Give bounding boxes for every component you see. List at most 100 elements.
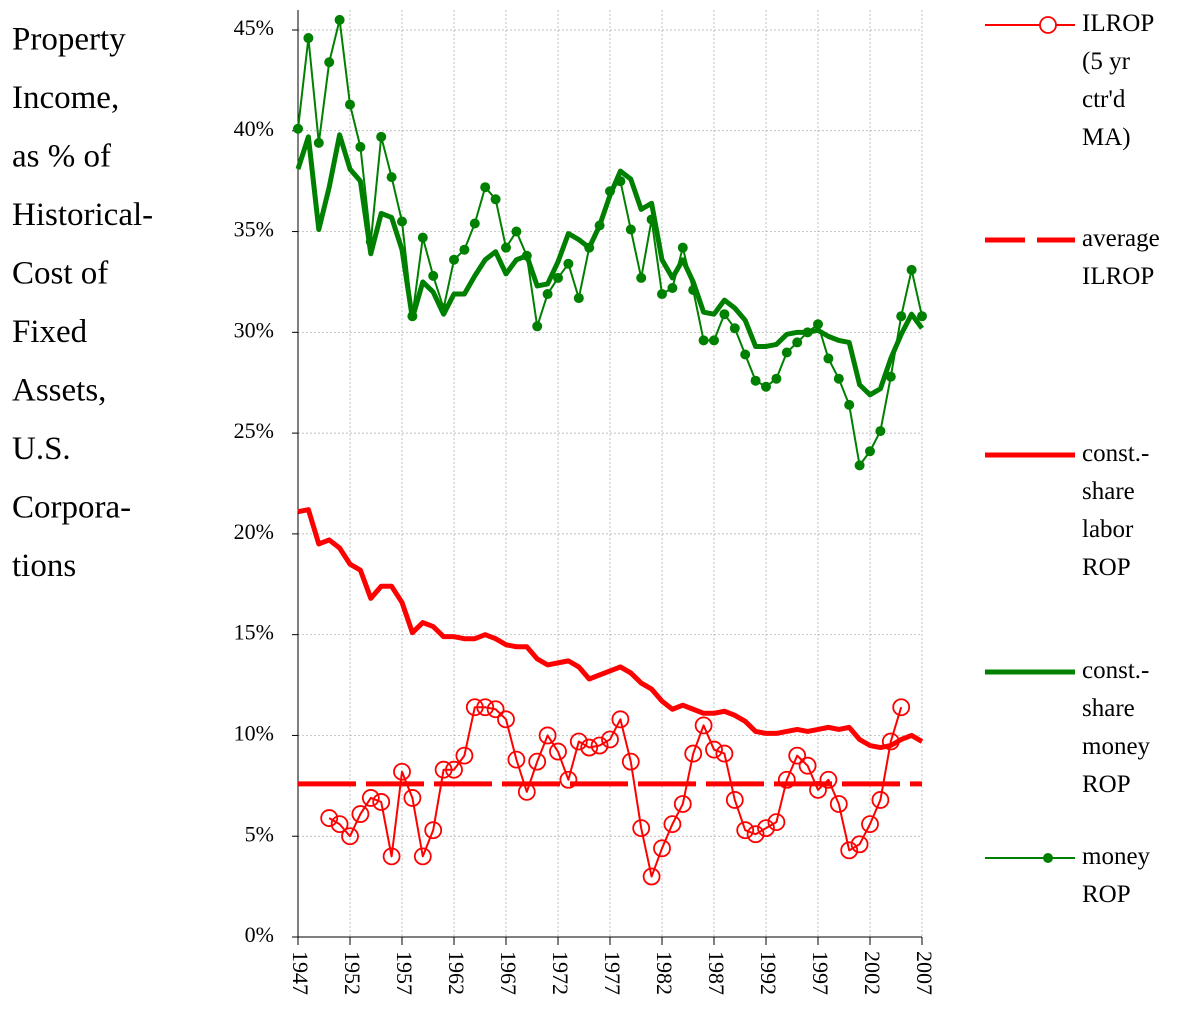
marker bbox=[917, 311, 927, 322]
x-tick-label: 1962 bbox=[444, 951, 469, 995]
marker bbox=[833, 373, 844, 384]
y-axis-label: Historical- bbox=[12, 197, 153, 233]
marker bbox=[715, 744, 734, 763]
marker bbox=[781, 347, 792, 358]
marker bbox=[393, 762, 411, 781]
marker bbox=[611, 710, 630, 729]
marker bbox=[407, 311, 418, 322]
marker bbox=[746, 825, 765, 844]
marker bbox=[865, 446, 875, 457]
x-tick-label: 1977 bbox=[600, 951, 625, 995]
marker bbox=[792, 337, 803, 348]
marker bbox=[636, 272, 647, 283]
marker bbox=[819, 770, 838, 789]
x-tick-label: 1967 bbox=[496, 951, 521, 995]
marker bbox=[559, 770, 578, 789]
marker bbox=[449, 254, 459, 265]
marker bbox=[892, 698, 911, 717]
marker bbox=[549, 742, 567, 761]
marker bbox=[657, 289, 667, 300]
marker bbox=[424, 821, 443, 840]
x-tick-label: 1947 bbox=[288, 951, 313, 995]
marker bbox=[320, 809, 339, 827]
marker bbox=[584, 242, 595, 253]
marker bbox=[334, 14, 345, 25]
x-tick-label: 1957 bbox=[392, 951, 417, 995]
marker bbox=[345, 99, 355, 110]
marker bbox=[771, 373, 782, 384]
legend-label: const.-share money ROP bbox=[1082, 657, 1151, 798]
marker bbox=[403, 789, 422, 807]
marker bbox=[490, 194, 501, 205]
marker bbox=[594, 220, 605, 231]
marker bbox=[906, 264, 917, 275]
marker bbox=[365, 236, 376, 247]
y-tick-label: 45% bbox=[234, 15, 274, 40]
marker bbox=[511, 226, 522, 237]
series-line bbox=[297, 507, 924, 751]
y-tick-label: 35% bbox=[234, 217, 274, 242]
marker bbox=[521, 250, 532, 261]
marker bbox=[372, 793, 391, 811]
marker bbox=[417, 232, 428, 243]
x-tick-label: 2002 bbox=[860, 951, 885, 995]
marker bbox=[376, 131, 387, 142]
marker bbox=[553, 272, 563, 283]
marker bbox=[632, 819, 651, 838]
y-axis-label: as % of bbox=[12, 139, 111, 175]
marker bbox=[896, 311, 907, 322]
legend-marker bbox=[1039, 16, 1057, 34]
x-tick-label: 1987 bbox=[704, 951, 729, 995]
marker bbox=[438, 303, 449, 314]
marker bbox=[729, 323, 740, 334]
marker bbox=[667, 282, 678, 293]
marker bbox=[850, 835, 869, 854]
marker bbox=[361, 789, 380, 807]
legend-label: const.-share labor ROP bbox=[1082, 440, 1149, 581]
marker bbox=[445, 760, 463, 779]
marker bbox=[663, 815, 682, 834]
marker bbox=[293, 123, 303, 134]
y-tick-label: 20% bbox=[234, 519, 274, 544]
y-axis-label: tions bbox=[12, 548, 76, 584]
marker bbox=[605, 186, 615, 197]
marker bbox=[382, 847, 401, 866]
marker bbox=[642, 867, 661, 886]
marker bbox=[809, 780, 827, 799]
y-tick-label: 0% bbox=[245, 922, 274, 947]
y-axis-label: Income, bbox=[12, 80, 119, 116]
marker bbox=[517, 782, 536, 801]
marker bbox=[538, 726, 557, 745]
y-tick-label: 15% bbox=[234, 620, 274, 645]
y-tick-label: 30% bbox=[234, 317, 274, 342]
legend-label: average ILROP bbox=[1082, 225, 1160, 290]
legend-item: money ROP bbox=[985, 843, 1151, 908]
marker bbox=[590, 736, 609, 755]
marker bbox=[507, 750, 526, 769]
marker bbox=[875, 426, 886, 437]
marker bbox=[459, 244, 470, 255]
y-axis-label: Cost of bbox=[12, 256, 108, 292]
marker bbox=[413, 847, 432, 866]
marker bbox=[705, 740, 723, 759]
legend-item: const.-share labor ROP bbox=[985, 440, 1149, 581]
marker bbox=[840, 841, 859, 860]
marker bbox=[615, 176, 626, 187]
legend-label: ILROP (5 yr ctr'd MA) bbox=[1082, 10, 1154, 151]
marker bbox=[802, 327, 813, 338]
marker bbox=[688, 285, 699, 296]
marker bbox=[653, 839, 671, 858]
y-tick-label: 5% bbox=[245, 821, 274, 846]
x-tick-label: 1992 bbox=[756, 951, 781, 995]
marker bbox=[871, 791, 890, 809]
marker bbox=[694, 716, 713, 735]
marker bbox=[569, 732, 588, 751]
x-tick-label: 2007 bbox=[912, 951, 937, 995]
marker bbox=[455, 746, 474, 765]
legend-item: const.-share money ROP bbox=[985, 657, 1151, 798]
y-tick-label: 40% bbox=[234, 116, 274, 141]
marker bbox=[303, 33, 314, 44]
legend-label: money ROP bbox=[1082, 843, 1151, 908]
marker bbox=[677, 242, 688, 253]
